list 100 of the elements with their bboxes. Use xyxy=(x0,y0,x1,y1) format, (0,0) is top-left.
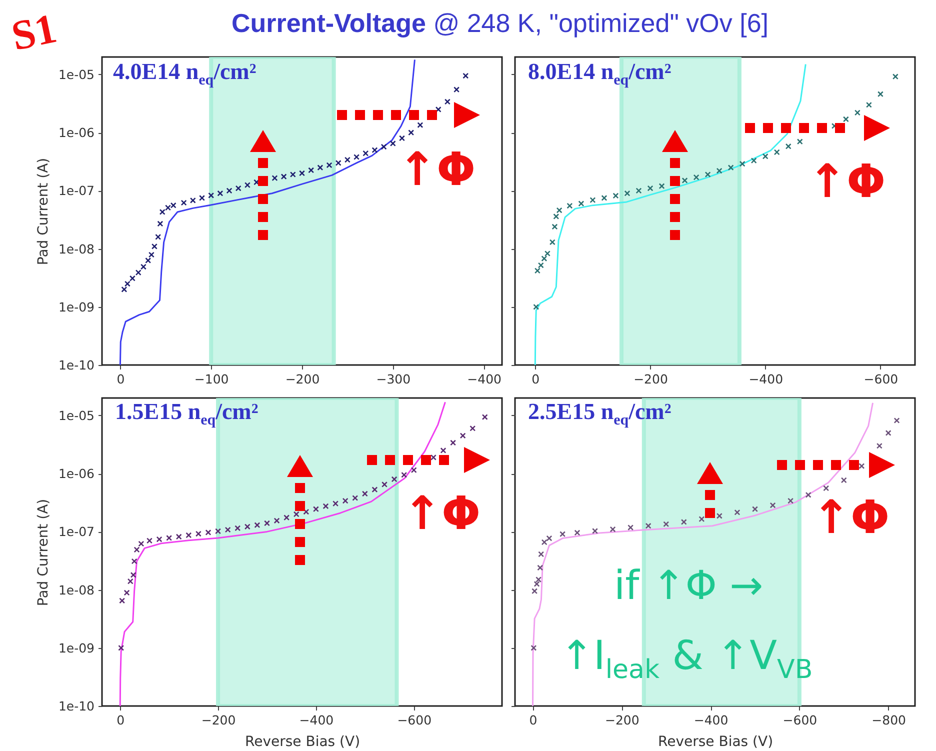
point xyxy=(186,532,192,538)
annotation: ↑Φ xyxy=(812,490,890,544)
point xyxy=(401,472,408,478)
point xyxy=(354,154,360,160)
point xyxy=(121,286,128,292)
point xyxy=(131,558,138,564)
point xyxy=(435,106,442,112)
point xyxy=(159,208,166,215)
point xyxy=(785,143,792,150)
point xyxy=(574,530,580,536)
y-tick-label: 1e-07 xyxy=(58,183,94,198)
y-tick-label: 1e-08 xyxy=(58,241,95,256)
point xyxy=(680,518,687,525)
point xyxy=(553,213,560,220)
point xyxy=(127,578,134,584)
x-axis-title: Reverse Bias (V) xyxy=(244,734,360,750)
point xyxy=(344,156,350,163)
point xyxy=(390,140,396,146)
point xyxy=(382,481,388,488)
point xyxy=(254,522,260,528)
point xyxy=(124,280,130,287)
y-tick-label: 1e-09 xyxy=(58,299,95,314)
x-tick-label: −400 xyxy=(467,372,502,386)
point xyxy=(546,535,552,542)
point xyxy=(303,508,310,515)
point xyxy=(156,536,162,542)
point xyxy=(560,531,566,538)
point xyxy=(624,190,630,196)
point xyxy=(541,539,548,546)
point xyxy=(693,174,700,180)
point xyxy=(199,194,205,201)
point xyxy=(534,580,540,587)
point xyxy=(124,590,130,596)
x-tick-label: −800 xyxy=(872,712,906,728)
point xyxy=(264,520,270,526)
point xyxy=(536,576,542,583)
annotation: 8.0E14 n$_{eq}$/cm² xyxy=(528,59,672,89)
point xyxy=(636,188,642,194)
annotation: 4.0E14 n$_{eq}$/cm² xyxy=(113,59,256,89)
point xyxy=(166,534,172,541)
point xyxy=(840,477,847,484)
point xyxy=(866,102,872,108)
point xyxy=(716,512,722,519)
x-tick-label: −200 xyxy=(285,372,320,386)
x-tick-label: −600 xyxy=(397,712,432,728)
point xyxy=(578,200,584,207)
point xyxy=(877,91,884,98)
point xyxy=(217,190,224,196)
x-axis-title: Reverse Bias (V) xyxy=(658,734,774,750)
y-tick-label: 1e-09 xyxy=(58,640,95,656)
point xyxy=(272,175,278,182)
point xyxy=(308,167,314,174)
point xyxy=(280,174,287,180)
point xyxy=(362,150,369,156)
point xyxy=(823,485,830,492)
point xyxy=(541,256,548,262)
point xyxy=(145,257,152,264)
point xyxy=(482,414,488,420)
point xyxy=(460,432,466,439)
point xyxy=(244,182,250,188)
x-tick-label: −400 xyxy=(748,372,784,386)
point xyxy=(293,511,300,518)
point xyxy=(129,275,136,282)
point xyxy=(380,144,387,150)
point xyxy=(538,551,544,558)
point xyxy=(885,430,892,436)
point xyxy=(734,509,740,516)
point xyxy=(444,98,450,105)
point xyxy=(190,197,196,204)
y-tick-label: 1e-06 xyxy=(58,125,95,140)
point xyxy=(858,463,865,470)
point xyxy=(208,192,214,198)
point xyxy=(645,522,652,529)
point xyxy=(549,239,556,246)
chart-title: Current-Voltage xyxy=(231,8,426,38)
point xyxy=(454,86,460,93)
point xyxy=(854,110,860,116)
y-tick-label: 1e-06 xyxy=(58,466,95,482)
point xyxy=(138,540,144,547)
x-tick-label: 0 xyxy=(116,712,125,728)
point xyxy=(335,160,342,166)
point xyxy=(224,526,231,533)
point xyxy=(894,418,900,424)
point xyxy=(134,546,140,553)
point xyxy=(312,506,319,512)
point xyxy=(544,250,550,256)
point xyxy=(704,172,711,178)
point xyxy=(788,498,794,504)
point xyxy=(205,529,212,536)
x-tick-label: −400 xyxy=(694,712,728,728)
point xyxy=(770,502,776,508)
x-tick-label: −100 xyxy=(194,372,229,386)
point xyxy=(842,116,849,122)
y-tick-label: 1e-10 xyxy=(58,698,95,714)
point xyxy=(739,160,746,167)
point xyxy=(750,158,757,164)
point xyxy=(774,149,780,156)
point xyxy=(752,506,758,512)
point xyxy=(180,200,187,206)
point xyxy=(176,534,182,540)
